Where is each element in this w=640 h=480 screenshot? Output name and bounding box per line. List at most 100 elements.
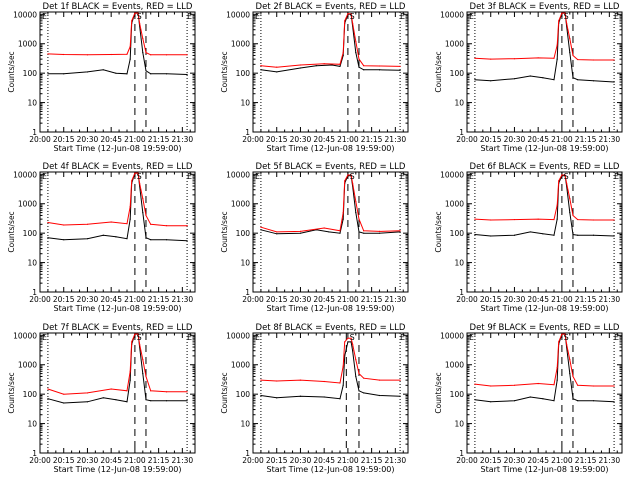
events-data-point (490, 235, 492, 237)
x-tick-label: 20:00 (456, 456, 478, 465)
lld-data-point (558, 180, 560, 182)
events-data-point (86, 238, 89, 240)
events-data-point (323, 396, 325, 398)
x-tick-label: 21:30 (172, 295, 194, 304)
lld-data-point (145, 52, 147, 54)
x-tick-label: 21:00 (124, 135, 146, 144)
events-data-point (47, 73, 49, 75)
lld-data-point (561, 174, 563, 176)
events-data-point (315, 65, 317, 67)
y-tick-label: 1000 (18, 200, 37, 209)
left-marker: E (42, 333, 47, 342)
panel-det-4f: Det 4f BLACK = Events, RED = LLD 1 10 100 10… (7, 162, 196, 313)
events-data-point (572, 398, 574, 400)
lld-data-point (347, 174, 349, 176)
lld-data-point (299, 64, 302, 66)
x-tick-label: 20:15 (266, 456, 288, 465)
events-data-point (358, 390, 360, 392)
lld-data-point (358, 218, 360, 220)
lld-data-point (129, 205, 131, 208)
y-tick-label: 10000 (13, 170, 37, 179)
x-tick-label: 21:15 (148, 135, 170, 144)
y-axis-label: Counts/sec (7, 372, 16, 413)
y-tick-label: 10000 (226, 331, 250, 340)
events-data-point (129, 379, 131, 381)
events-data-point (399, 231, 401, 233)
lld-data-point (561, 333, 563, 335)
lld-data-point (350, 337, 352, 339)
events-data-point (553, 79, 555, 81)
lld-data-point (592, 385, 595, 387)
events-data-point (529, 396, 531, 398)
lld-data-point (63, 393, 65, 395)
events-data-point (186, 240, 188, 242)
events-data-point (186, 73, 188, 76)
events-data-point (339, 65, 341, 67)
lld-data-point (150, 390, 152, 392)
events-data-point (47, 237, 49, 239)
x-axis-label: Start Time (12-Jun-08 19:59:00) (54, 465, 182, 474)
lld-data-point (572, 375, 574, 378)
lld-data-point (342, 365, 344, 367)
panel-title: Det 5f BLACK = Events, RED = LLD (256, 162, 406, 172)
x-tick-label: 21:00 (551, 295, 573, 304)
lld-data-point (276, 66, 278, 68)
lld-data-point (323, 63, 325, 65)
x-tick-label: 21:30 (599, 456, 621, 465)
x-tick-label: 20:45 (527, 456, 549, 465)
right-marker: E (614, 12, 619, 21)
x-tick-label: 20:00 (29, 295, 51, 304)
left-marker: E (255, 333, 260, 342)
events-data-point (355, 52, 357, 54)
lld-data-point (126, 53, 128, 55)
events-data-point (344, 355, 346, 357)
right-marker: E (400, 12, 405, 21)
left-marker: E (42, 172, 47, 181)
lld-data-point (474, 57, 476, 59)
lld-data-point (577, 58, 579, 61)
x-tick-label: 21:00 (337, 456, 359, 465)
lld-data-point (352, 343, 354, 345)
x-tick-label: 20:15 (53, 135, 75, 144)
x-tick-label: 21:30 (385, 135, 407, 144)
events-data-point (358, 231, 360, 233)
x-tick-label: 20:00 (242, 135, 264, 144)
lld-data-point (350, 174, 352, 176)
events-data-point (260, 69, 262, 71)
y-tick-label: 10 (240, 99, 250, 108)
y-tick-label: 10 (454, 259, 464, 268)
x-axis-label: Start Time (12-Jun-08 19:59:00) (481, 304, 609, 313)
events-data-point (63, 402, 65, 404)
events-data-point (569, 373, 571, 375)
series-group (260, 13, 401, 73)
lld-data-point (344, 341, 346, 343)
events-data-point (339, 232, 341, 234)
lld-data-point (572, 54, 574, 57)
lld-data-point (577, 384, 579, 386)
right-marker: E (400, 172, 405, 181)
lld-data-point (134, 333, 136, 335)
events-data-point (186, 400, 188, 402)
y-tick-label: 10000 (440, 331, 464, 340)
lld-data-point (142, 37, 144, 40)
lld-data-point (537, 57, 539, 59)
events-data-point (513, 400, 516, 402)
lld-data-point (47, 221, 49, 224)
events-data-point (47, 398, 49, 400)
events-data-point (102, 397, 104, 399)
events-data-point (399, 69, 401, 71)
events-data-point (115, 236, 117, 238)
left-marker: E (469, 172, 474, 181)
lld-data-point (569, 358, 571, 361)
lld-data-point (561, 12, 563, 14)
events-data-point (129, 58, 131, 60)
events-series-line (47, 12, 188, 75)
x-tick-label: 20:15 (53, 456, 75, 465)
lld-data-point (139, 343, 141, 345)
x-tick-label: 20:00 (242, 295, 264, 304)
events-data-point (142, 373, 144, 375)
panel-title: Det 4f BLACK = Events, RED = LLD (43, 162, 193, 172)
events-series-line (260, 341, 401, 400)
events-data-point (556, 58, 558, 60)
events-data-point (572, 77, 574, 79)
